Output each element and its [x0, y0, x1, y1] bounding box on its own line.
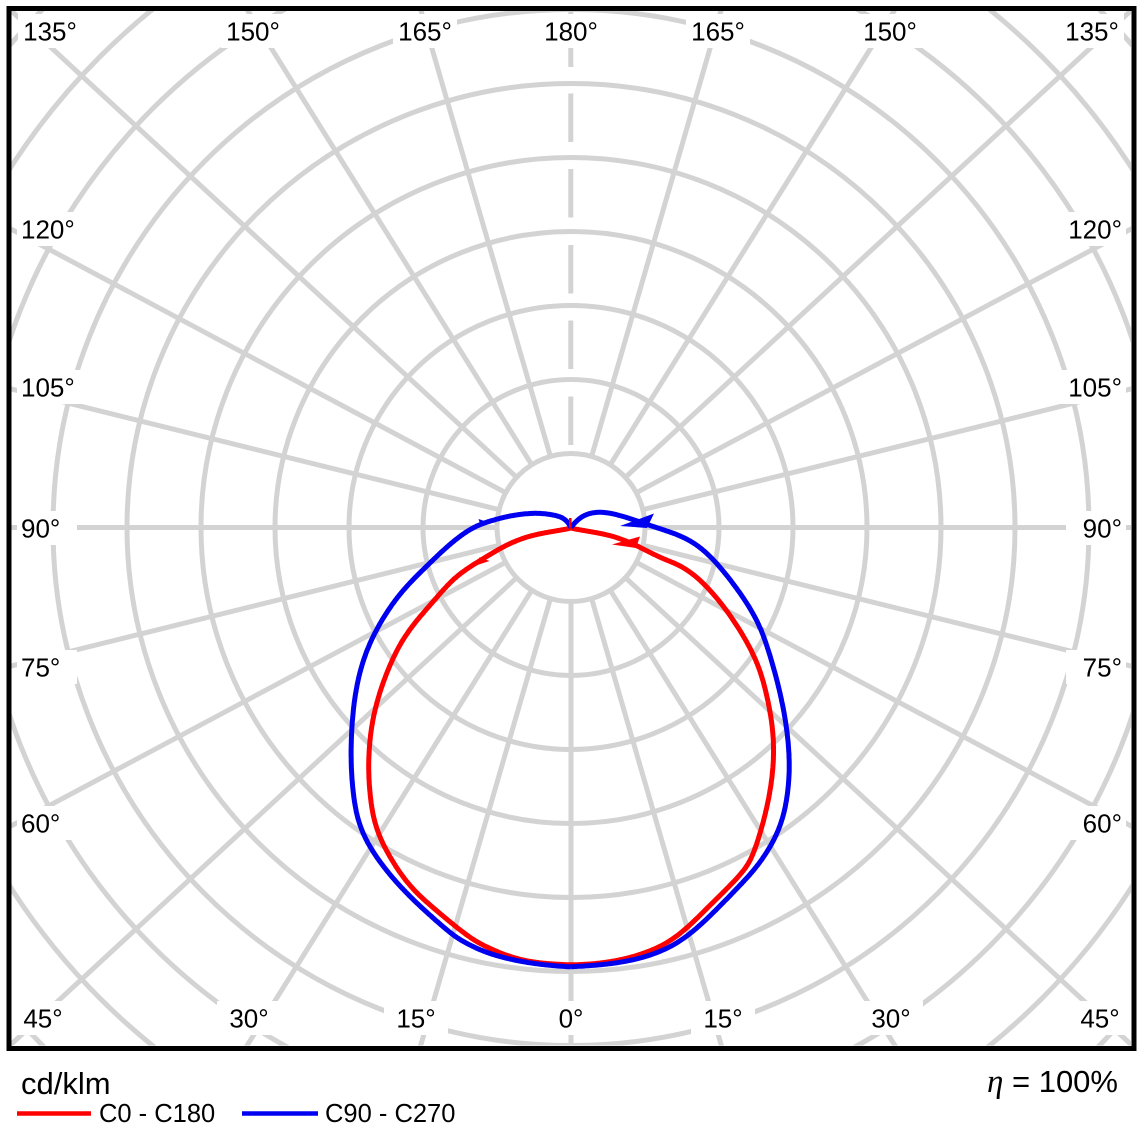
svg-text:120°: 120° — [1068, 214, 1122, 244]
svg-text:60°: 60° — [1083, 808, 1122, 838]
svg-text:0°: 0° — [559, 1003, 584, 1033]
svg-text:165°: 165° — [691, 16, 745, 46]
svg-text:C90 - C270: C90 - C270 — [325, 1100, 455, 1128]
svg-text:60°: 60° — [21, 808, 60, 838]
svg-text:15°: 15° — [703, 1003, 742, 1033]
svg-text:120°: 120° — [21, 214, 75, 244]
svg-text:C0 - C180: C0 - C180 — [99, 1100, 215, 1128]
svg-text:135°: 135° — [1065, 16, 1119, 46]
svg-text:150°: 150° — [226, 16, 280, 46]
svg-text:75°: 75° — [1083, 652, 1122, 682]
svg-text:150°: 150° — [863, 16, 917, 46]
svg-text:15°: 15° — [396, 1003, 435, 1033]
svg-text:90°: 90° — [1083, 513, 1122, 543]
svg-text:45°: 45° — [1080, 1003, 1119, 1033]
svg-text:75°: 75° — [21, 652, 60, 682]
svg-text:105°: 105° — [21, 372, 75, 402]
svg-text:135°: 135° — [23, 16, 77, 46]
svg-text:30°: 30° — [229, 1003, 268, 1033]
svg-text:η = 100%: η = 100% — [987, 1064, 1118, 1100]
svg-text:105°: 105° — [1068, 372, 1122, 402]
svg-text:165°: 165° — [398, 16, 452, 46]
svg-text:180°: 180° — [544, 16, 598, 46]
svg-text:30°: 30° — [871, 1003, 910, 1033]
svg-text:45°: 45° — [23, 1003, 62, 1033]
svg-text:cd/klm: cd/klm — [21, 1066, 111, 1101]
svg-text:90°: 90° — [21, 513, 60, 543]
